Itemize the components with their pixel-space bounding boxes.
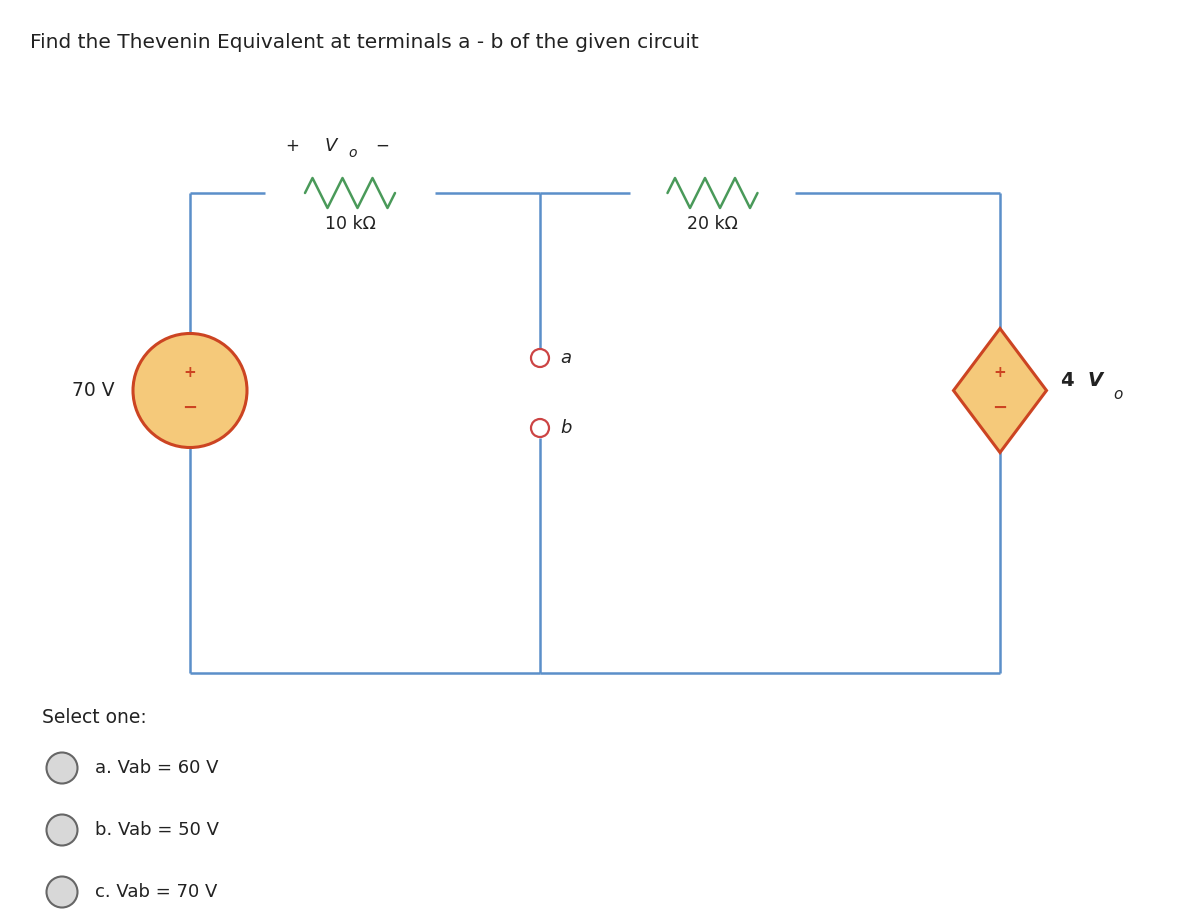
Circle shape: [530, 349, 550, 367]
Text: +: +: [184, 365, 197, 380]
Text: 10 kΩ: 10 kΩ: [324, 215, 376, 233]
Text: +: +: [994, 365, 1007, 380]
Text: −: −: [182, 399, 198, 416]
Text: Select one:: Select one:: [42, 708, 146, 727]
Text: −: −: [992, 399, 1008, 416]
Text: o: o: [348, 146, 356, 160]
Text: 4: 4: [1060, 371, 1074, 390]
Text: o: o: [1114, 387, 1122, 402]
Text: +: +: [286, 137, 299, 155]
Text: Find the Thevenin Equivalent at terminals a - b of the given circuit: Find the Thevenin Equivalent at terminal…: [30, 33, 698, 52]
Text: a: a: [560, 349, 571, 367]
Circle shape: [133, 333, 247, 448]
Text: 70 V: 70 V: [72, 381, 115, 400]
Text: a. Vab = 60 V: a. Vab = 60 V: [95, 759, 218, 777]
Circle shape: [47, 814, 78, 845]
Circle shape: [530, 419, 550, 437]
Circle shape: [47, 752, 78, 784]
Text: c. Vab = 70 V: c. Vab = 70 V: [95, 883, 217, 901]
Text: b: b: [560, 419, 571, 437]
Text: V: V: [325, 137, 337, 155]
Circle shape: [47, 877, 78, 907]
Polygon shape: [954, 329, 1046, 452]
Text: b. Vab = 50 V: b. Vab = 50 V: [95, 821, 220, 839]
Text: 20 kΩ: 20 kΩ: [688, 215, 738, 233]
Text: V: V: [1088, 371, 1103, 390]
Text: −: −: [374, 137, 389, 155]
